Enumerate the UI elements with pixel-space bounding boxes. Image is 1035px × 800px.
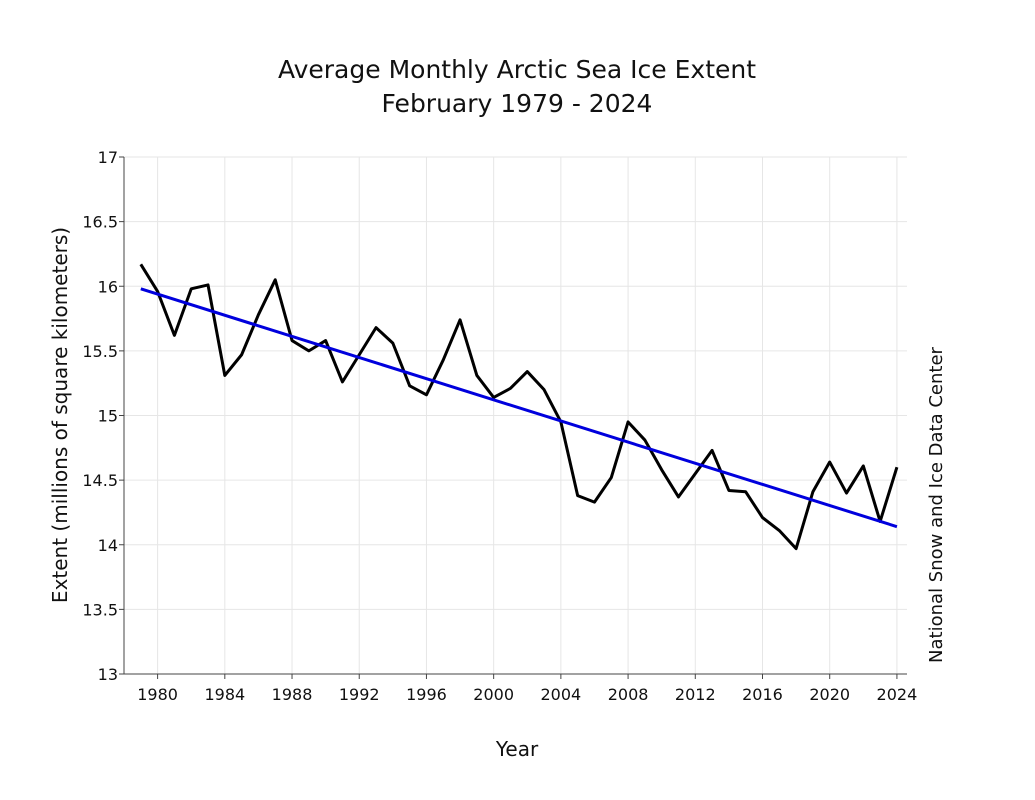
- x-tick-label: 1988: [272, 685, 313, 704]
- chart-subtitle: February 1979 - 2024: [382, 89, 653, 118]
- x-tick-label: 2008: [608, 685, 649, 704]
- y-tick-label: 13: [98, 665, 118, 684]
- y-axis-label: Extent (millions of square kilometers): [48, 227, 72, 603]
- x-tick-label: 1996: [406, 685, 447, 704]
- data-line: [140, 287, 898, 529]
- y-tick-label: 15.5: [82, 342, 118, 361]
- y-tick-label: 16: [98, 277, 118, 296]
- chart-title: Average Monthly Arctic Sea Ice Extent: [278, 55, 756, 84]
- x-tick-label: 2012: [675, 685, 716, 704]
- y-tick-label: 15: [98, 407, 118, 426]
- x-tick-label: 2024: [877, 685, 918, 704]
- x-axis-label: Year: [495, 737, 539, 761]
- source-note: National Snow and Ice Data Center: [926, 346, 947, 662]
- y-tick-label: 13.5: [82, 600, 118, 619]
- x-tick-label: 2000: [473, 685, 514, 704]
- x-tick-label: 2020: [809, 685, 850, 704]
- y-tick-label: 14: [98, 536, 118, 555]
- y-tick-label: 14.5: [82, 471, 118, 490]
- x-tick-label: 1980: [137, 685, 178, 704]
- y-tick-label: 17: [98, 148, 118, 167]
- x-tick-label: 2016: [742, 685, 783, 704]
- x-tick-label: 2004: [541, 685, 582, 704]
- x-tick-label: 1992: [339, 685, 380, 704]
- x-tick-label: 1984: [204, 685, 245, 704]
- data-line: [139, 263, 899, 551]
- y-tick-label: 16.5: [82, 213, 118, 232]
